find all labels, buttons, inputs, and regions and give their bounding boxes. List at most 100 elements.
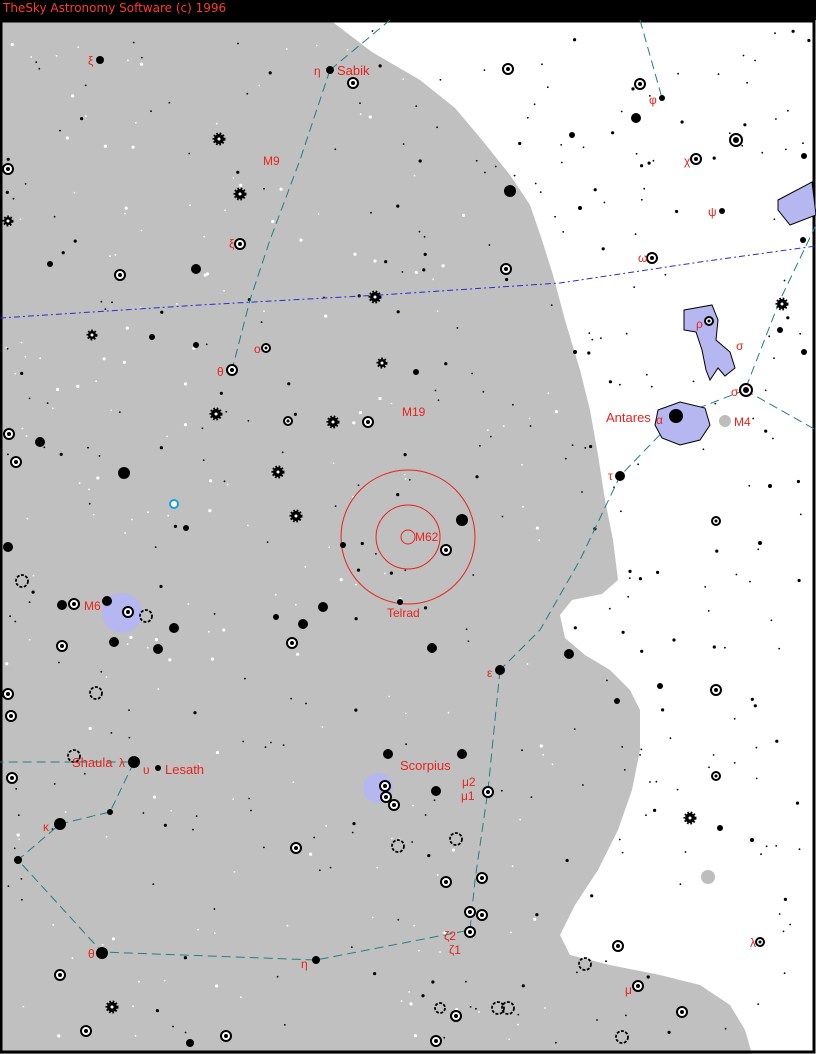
- star[interactable]: [107, 809, 113, 815]
- star[interactable]: [298, 619, 308, 629]
- star[interactable]: [801, 153, 807, 159]
- star[interactable]: [326, 66, 334, 74]
- star[interactable]: [717, 825, 723, 831]
- star[interactable]: [457, 749, 467, 759]
- star[interactable]: [413, 369, 419, 375]
- open-cluster-icon[interactable]: [15, 574, 29, 588]
- star[interactable]: [800, 237, 806, 243]
- open-cluster-icon[interactable]: [391, 839, 405, 853]
- star[interactable]: [191, 264, 201, 274]
- faint-star: [276, 975, 279, 978]
- gray-cluster-icon[interactable]: [701, 870, 715, 884]
- star[interactable]: [54, 818, 66, 830]
- label-sabik[interactable]: Sabik: [337, 63, 370, 78]
- faint-star: [436, 874, 439, 876]
- open-cluster-icon[interactable]: [578, 957, 592, 971]
- star[interactable]: [495, 665, 505, 675]
- star[interactable]: [631, 113, 641, 123]
- label-m62[interactable]: M62: [415, 530, 439, 544]
- m4-cluster-icon[interactable]: [719, 415, 731, 427]
- star[interactable]: [456, 514, 468, 526]
- star[interactable]: [153, 644, 163, 654]
- star[interactable]: [397, 599, 403, 605]
- faint-star: [355, 583, 357, 586]
- star-chart[interactable]: ξ η Sabik φ M9 χ ψ ξ ω ρ σ o θ σ M19 Ant…: [0, 20, 816, 1054]
- double-star-core: [504, 267, 508, 271]
- star[interactable]: [573, 350, 577, 354]
- star[interactable]: [273, 614, 279, 620]
- star[interactable]: [657, 683, 663, 689]
- star[interactable]: [169, 623, 179, 633]
- star[interactable]: [427, 643, 437, 653]
- faint-star: [168, 658, 172, 662]
- faint-star: [521, 464, 523, 466]
- label-lesath[interactable]: Lesath: [165, 762, 204, 777]
- star[interactable]: [669, 409, 683, 423]
- star[interactable]: [318, 602, 328, 612]
- open-cluster-icon[interactable]: [615, 1030, 629, 1044]
- label-telrad[interactable]: Telrad: [387, 606, 420, 620]
- star[interactable]: [14, 856, 22, 864]
- label-antares[interactable]: Antares: [606, 410, 651, 425]
- open-cluster-icon[interactable]: [491, 1001, 505, 1015]
- star[interactable]: [186, 1039, 194, 1047]
- faint-star: [620, 510, 622, 513]
- label-m19[interactable]: M19: [402, 405, 426, 419]
- open-cluster-icon[interactable]: [501, 1001, 515, 1015]
- faint-star: [799, 332, 802, 335]
- star[interactable]: [96, 56, 104, 64]
- faint-star: [411, 841, 413, 843]
- star[interactable]: [102, 596, 112, 606]
- open-cluster-icon[interactable]: [139, 609, 153, 623]
- star[interactable]: [47, 261, 53, 267]
- faint-star: [653, 808, 657, 813]
- star[interactable]: [750, 838, 754, 842]
- star[interactable]: [109, 637, 119, 647]
- star[interactable]: [578, 206, 582, 210]
- star[interactable]: [183, 525, 189, 531]
- star[interactable]: [504, 185, 516, 197]
- open-cluster-icon[interactable]: [67, 749, 81, 763]
- label-m9[interactable]: M9: [263, 154, 280, 168]
- star[interactable]: [758, 541, 762, 545]
- star[interactable]: [569, 132, 575, 138]
- faint-star: [159, 446, 163, 450]
- label-shaula[interactable]: Shaula: [72, 755, 113, 770]
- star[interactable]: [801, 349, 807, 355]
- star[interactable]: [118, 467, 130, 479]
- telrad-finder[interactable]: [340, 469, 476, 605]
- faint-star: [222, 628, 226, 632]
- star[interactable]: [155, 765, 161, 771]
- star[interactable]: [659, 95, 665, 101]
- faint-star: [533, 103, 536, 106]
- star[interactable]: [614, 698, 620, 704]
- faint-star: [707, 610, 710, 612]
- star[interactable]: [719, 208, 725, 214]
- star[interactable]: [128, 756, 140, 768]
- star[interactable]: [96, 947, 108, 959]
- star[interactable]: [383, 749, 393, 759]
- star[interactable]: [777, 327, 783, 333]
- star[interactable]: [564, 649, 574, 659]
- faint-star: [213, 932, 216, 935]
- open-cluster-icon[interactable]: [434, 1002, 446, 1014]
- star[interactable]: [768, 484, 772, 488]
- label-m6[interactable]: M6: [84, 599, 101, 613]
- star[interactable]: [193, 342, 199, 348]
- stars-layer[interactable]: [2, 56, 807, 1047]
- blue-marker-icon[interactable]: [169, 499, 179, 509]
- star[interactable]: [312, 956, 320, 964]
- open-cluster-icon[interactable]: [89, 686, 103, 700]
- faint-star: [775, 118, 777, 120]
- star[interactable]: [3, 542, 13, 552]
- star[interactable]: [615, 471, 625, 481]
- star[interactable]: [149, 334, 155, 340]
- open-cluster-icon[interactable]: [449, 832, 463, 846]
- star[interactable]: [431, 786, 441, 796]
- star[interactable]: [340, 542, 346, 548]
- label-scorpius[interactable]: Scorpius: [400, 758, 451, 773]
- antares-nebula: [654, 401, 711, 446]
- label-m4[interactable]: M4: [734, 415, 751, 429]
- star[interactable]: [35, 437, 45, 447]
- star[interactable]: [57, 600, 67, 610]
